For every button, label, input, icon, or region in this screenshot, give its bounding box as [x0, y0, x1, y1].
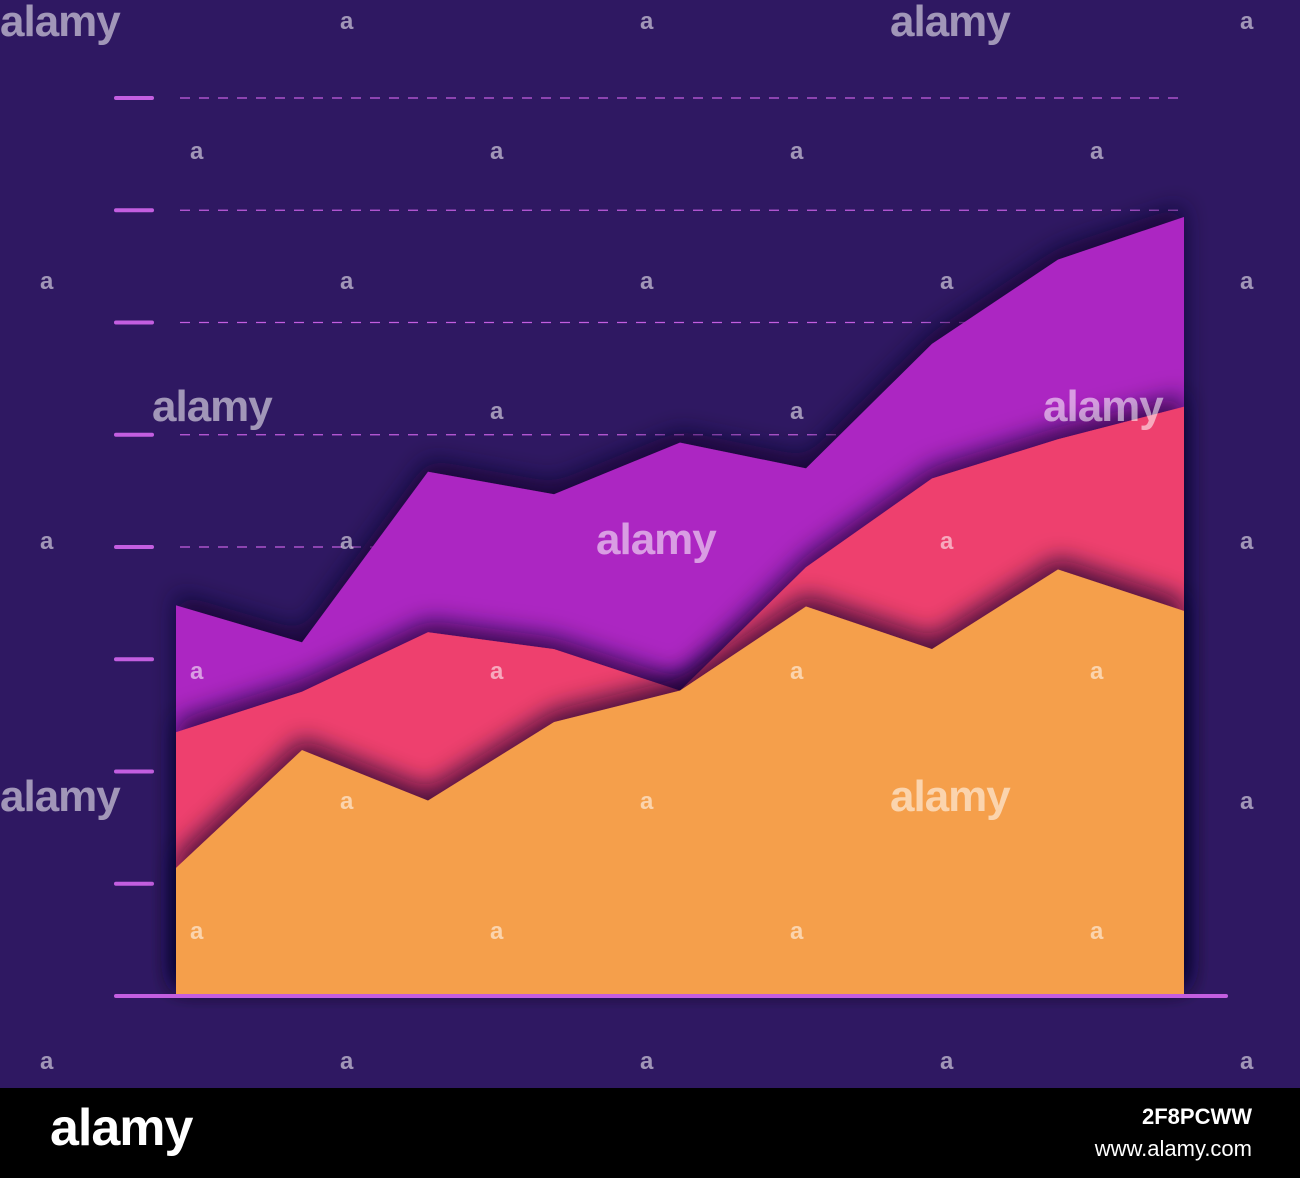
area-chart — [0, 0, 1300, 1088]
footer-url: www.alamy.com — [1094, 1136, 1252, 1161]
image-id-label: 2F8PCWW — [1142, 1104, 1252, 1129]
footer-logo: alamy — [50, 1099, 193, 1157]
footer-bar: alamy 2F8PCWW www.alamy.com — [0, 1088, 1300, 1178]
stacked-areas — [176, 216, 1184, 997]
y-axis-ticks — [114, 96, 154, 886]
area-series-1 — [176, 569, 1184, 996]
